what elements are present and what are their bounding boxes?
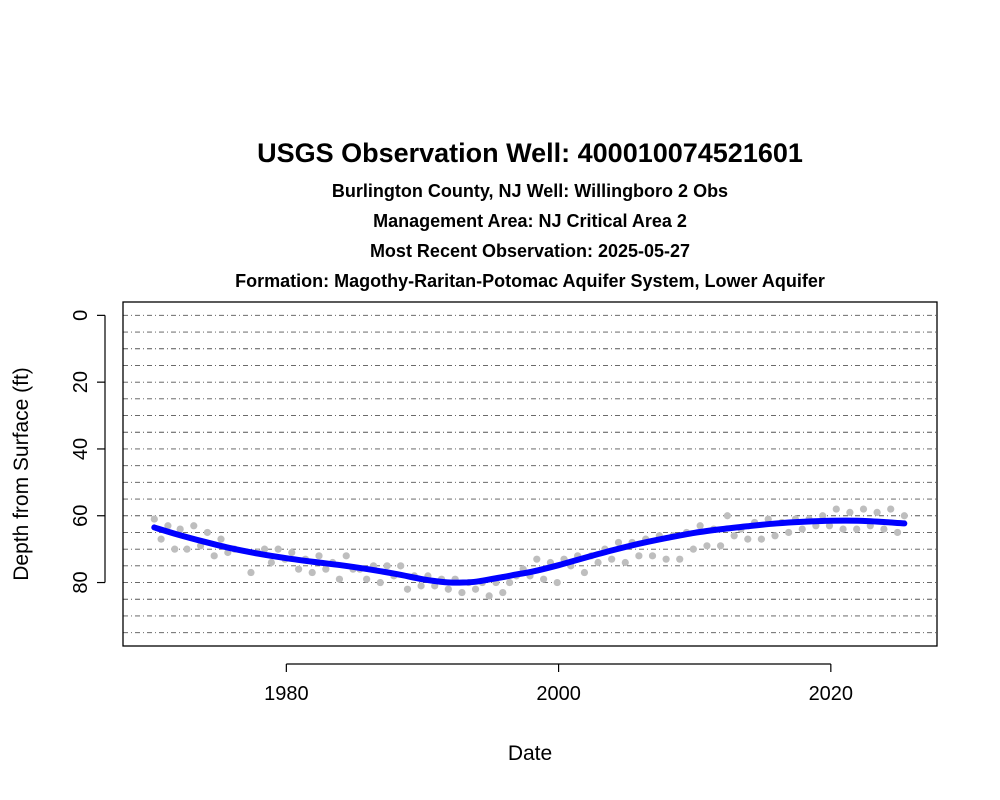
subtitle-recent-observation: Most Recent Observation: 2025-05-27 xyxy=(370,241,690,261)
data-point xyxy=(744,535,752,543)
data-point xyxy=(157,535,165,543)
subtitle-management-area: Management Area: NJ Critical Area 2 xyxy=(373,211,687,231)
data-point xyxy=(397,562,405,570)
data-point xyxy=(703,542,711,550)
data-point xyxy=(662,555,670,563)
y-axis: 0 20 40 60 80 xyxy=(70,310,106,594)
grid-lines xyxy=(123,314,937,634)
data-point xyxy=(846,508,854,517)
x-axis: 1980 2000 2020 xyxy=(264,663,854,705)
data-point xyxy=(342,552,350,560)
data-point xyxy=(689,545,697,553)
trend-line xyxy=(151,517,908,586)
data-point xyxy=(832,505,840,513)
y-tick-label: 80 xyxy=(70,571,92,593)
data-point xyxy=(580,568,589,577)
data-point xyxy=(376,578,384,587)
data-point xyxy=(485,592,493,600)
data-point xyxy=(825,522,834,530)
data-point xyxy=(540,575,548,583)
y-axis-label: Depth from Surface (ft) xyxy=(10,367,33,581)
data-point xyxy=(893,528,902,537)
data-point xyxy=(900,512,908,520)
y-tick-label: 40 xyxy=(70,438,92,460)
y-tick-label: 60 xyxy=(70,505,92,527)
x-axis-label: Date xyxy=(508,742,552,765)
x-tick-label: 2000 xyxy=(536,683,581,705)
data-point xyxy=(444,585,452,593)
x-tick-label: 1980 xyxy=(264,683,309,705)
data-point xyxy=(471,585,480,593)
data-point xyxy=(499,588,507,597)
data-point xyxy=(274,545,282,553)
data-point xyxy=(723,512,731,520)
data-point xyxy=(247,568,255,577)
data-point xyxy=(308,568,316,577)
data-point xyxy=(608,555,616,563)
data-point xyxy=(873,508,881,517)
data-point xyxy=(676,555,684,563)
x-tick-label: 2020 xyxy=(809,683,854,705)
chart-title: USGS Observation Well: 400010074521601 xyxy=(257,138,803,168)
data-point xyxy=(294,565,303,573)
data-point xyxy=(210,552,218,560)
data-point xyxy=(322,565,330,573)
subtitle-location: Burlington County, NJ Well: Willingboro … xyxy=(332,181,728,201)
data-point xyxy=(150,515,158,523)
data-point xyxy=(880,525,888,533)
data-point xyxy=(203,528,211,537)
data-point xyxy=(403,585,412,593)
data-point xyxy=(614,538,623,547)
data-point xyxy=(785,528,793,537)
data-point xyxy=(798,525,806,533)
data-point xyxy=(594,558,602,567)
data-point xyxy=(819,512,827,520)
data-point xyxy=(757,535,766,543)
data-point xyxy=(621,558,629,567)
data-point xyxy=(171,545,179,553)
data-point xyxy=(696,522,704,530)
data-point xyxy=(764,515,772,523)
data-point xyxy=(635,552,643,560)
data-point xyxy=(887,505,895,513)
data-point xyxy=(260,545,269,553)
data-point xyxy=(363,575,371,583)
plot-frame xyxy=(122,301,938,647)
data-point xyxy=(771,532,779,540)
data-point xyxy=(853,525,861,533)
data-point xyxy=(217,535,225,543)
data-point xyxy=(267,558,275,567)
trend-line-group xyxy=(151,517,908,586)
data-point xyxy=(288,548,296,557)
data-point xyxy=(176,525,184,533)
data-point xyxy=(190,522,198,530)
data-point xyxy=(315,552,323,560)
data-point xyxy=(648,552,657,560)
data-point xyxy=(505,578,514,587)
data-point xyxy=(859,505,868,513)
data-point xyxy=(335,575,344,583)
data-point xyxy=(383,562,391,570)
y-tick-label: 20 xyxy=(70,371,92,393)
subtitle-formation: Formation: Magothy-Raritan-Potomac Aquif… xyxy=(235,271,825,291)
data-point xyxy=(533,555,541,563)
data-point xyxy=(164,522,172,530)
data-point xyxy=(183,545,191,553)
data-point xyxy=(553,578,561,587)
y-tick-label: 0 xyxy=(70,310,92,321)
data-point xyxy=(417,582,425,590)
data-point xyxy=(730,532,738,540)
data-point xyxy=(458,588,466,597)
data-point xyxy=(716,542,725,550)
data-point xyxy=(839,525,847,533)
